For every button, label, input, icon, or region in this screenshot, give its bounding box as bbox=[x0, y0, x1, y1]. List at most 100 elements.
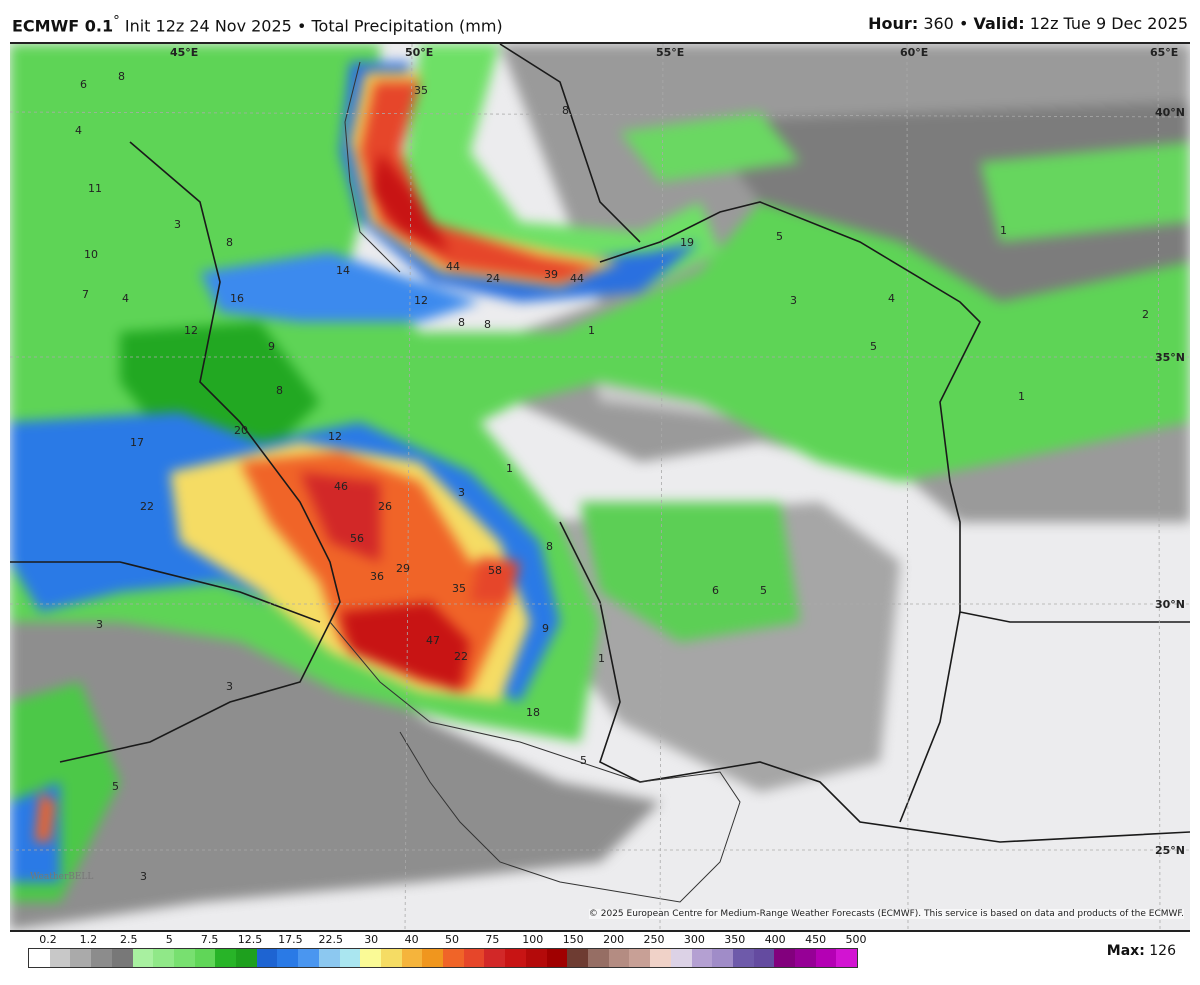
forecast-hour: 360 bbox=[923, 14, 954, 33]
precip-value-label: 5 bbox=[760, 584, 767, 597]
precip-value-label: 12 bbox=[184, 324, 198, 337]
legend-swatch bbox=[463, 949, 485, 967]
legend-swatch bbox=[567, 949, 588, 967]
legend-swatch bbox=[194, 949, 216, 967]
legend-swatch bbox=[608, 949, 630, 967]
precip-value-label: 6 bbox=[80, 78, 87, 91]
legend-swatch bbox=[277, 949, 299, 967]
longitude-label: 60°E bbox=[900, 46, 928, 59]
legend-swatch bbox=[525, 949, 547, 967]
legend-swatch bbox=[111, 949, 133, 967]
legend-swatch bbox=[691, 949, 713, 967]
precip-value-label: 1 bbox=[1018, 390, 1025, 403]
legend-swatch bbox=[173, 949, 195, 967]
precip-value-label: 16 bbox=[230, 292, 244, 305]
precip-value-label: 8 bbox=[118, 70, 125, 83]
precip-value-label: 36 bbox=[370, 570, 384, 583]
precip-value-label: 3 bbox=[458, 486, 465, 499]
legend-tick-label: 22.5 bbox=[318, 933, 344, 946]
precip-value-label: 3 bbox=[96, 618, 103, 631]
legend-swatch bbox=[380, 949, 402, 967]
map-canvas: 45°E 50°E 55°E 60°E 65°E40°N35°N30°N25°N 684… bbox=[10, 44, 1190, 930]
precip-value-label: 1 bbox=[1000, 224, 1007, 237]
legend-tick-label: 450 bbox=[805, 933, 827, 946]
field-name: Total Precipitation (mm) bbox=[311, 16, 503, 36]
legend-tick-label: 500 bbox=[845, 933, 867, 946]
precip-value-label: 58 bbox=[488, 564, 502, 577]
longitude-label: 45°E bbox=[170, 46, 198, 59]
latitude-label: 35°N bbox=[1155, 351, 1185, 364]
legend-tick-label: 350 bbox=[724, 933, 746, 946]
valid-time: 12z Tue 9 Dec 2025 bbox=[1029, 14, 1188, 33]
map-title: ECMWF 0.1° Init 12z 24 Nov 2025 • Total … bbox=[12, 14, 503, 35]
precip-value-label: 3 bbox=[174, 218, 181, 231]
precip-value-label: 1 bbox=[598, 652, 605, 665]
legend-tick-label: 150 bbox=[562, 933, 584, 946]
precip-value-label: 2 bbox=[1142, 308, 1149, 321]
precip-value-label: 22 bbox=[454, 650, 468, 663]
precip-value-label: 8 bbox=[562, 104, 569, 117]
latitude-label: 25°N bbox=[1155, 844, 1185, 857]
legend-swatch bbox=[339, 949, 361, 967]
precip-value-label: 35 bbox=[414, 84, 428, 97]
precip-value-label: 10 bbox=[84, 248, 98, 261]
precip-value-label: 3 bbox=[140, 870, 147, 883]
legend-tick-label: 0.2 bbox=[39, 933, 57, 946]
legend-tick-label: 400 bbox=[764, 933, 786, 946]
precip-value-label: 5 bbox=[870, 340, 877, 353]
legend-swatch bbox=[712, 949, 733, 967]
legend-swatch bbox=[49, 949, 71, 967]
legend-swatch bbox=[650, 949, 671, 967]
precip-value-label: 20 bbox=[234, 424, 248, 437]
precip-value-label: 18 bbox=[526, 706, 540, 719]
max-label: Max: bbox=[1106, 943, 1145, 959]
precip-value-label: 19 bbox=[680, 236, 694, 249]
legend-tick-label: 100 bbox=[522, 933, 544, 946]
legend-tick-label: 200 bbox=[603, 933, 625, 946]
precip-value-label: 8 bbox=[226, 236, 233, 249]
country-borders bbox=[10, 44, 1190, 843]
legend-swatch bbox=[836, 949, 858, 967]
precip-value-label: 9 bbox=[268, 340, 275, 353]
precip-value-label: 56 bbox=[350, 532, 364, 545]
precip-value-label: 14 bbox=[336, 264, 350, 277]
precip-value-label: 46 bbox=[334, 480, 348, 493]
weatherbell-logo: WeatherBELL bbox=[30, 872, 94, 882]
legend-swatch bbox=[401, 949, 423, 967]
longitude-label: 65°E bbox=[1150, 46, 1178, 59]
legend-swatch bbox=[422, 949, 444, 967]
legend-swatch bbox=[795, 949, 816, 967]
precip-value-label: 8 bbox=[484, 318, 491, 331]
legend-swatch bbox=[443, 949, 464, 967]
legend-tick-label: 250 bbox=[643, 933, 665, 946]
precip-value-label: 3 bbox=[790, 294, 797, 307]
precip-value-label: 1 bbox=[588, 324, 595, 337]
precip-value-label: 47 bbox=[426, 634, 440, 647]
legend-tick-label: 300 bbox=[683, 933, 705, 946]
precip-value-label: 5 bbox=[112, 780, 119, 793]
precip-field bbox=[10, 44, 1190, 930]
hour-label: Hour: bbox=[868, 14, 919, 33]
precip-value-label: 8 bbox=[546, 540, 553, 553]
legend-swatch bbox=[670, 949, 692, 967]
graticule bbox=[10, 44, 1190, 930]
precip-value-label: 4 bbox=[75, 124, 82, 137]
legend-swatch bbox=[505, 949, 526, 967]
precip-value-label: 26 bbox=[378, 500, 392, 513]
precip-value-label: 7 bbox=[82, 288, 89, 301]
precip-value-label: 29 bbox=[396, 562, 410, 575]
legend-swatch bbox=[132, 949, 154, 967]
precip-value-label: 5 bbox=[776, 230, 783, 243]
legend-swatch bbox=[70, 949, 92, 967]
precip-value-label: 39 bbox=[544, 268, 558, 281]
coastlines bbox=[329, 61, 741, 903]
legend-swatch bbox=[360, 949, 381, 967]
legend-swatch bbox=[546, 949, 568, 967]
precip-value-label: 17 bbox=[130, 436, 144, 449]
precip-value-label: 9 bbox=[542, 622, 549, 635]
precip-value-label: 35 bbox=[452, 582, 466, 595]
init-time: Init 12z 24 Nov 2025 bbox=[124, 16, 292, 36]
legend-swatch bbox=[484, 949, 506, 967]
legend-swatch bbox=[29, 949, 50, 967]
legend-swatch bbox=[318, 949, 340, 967]
